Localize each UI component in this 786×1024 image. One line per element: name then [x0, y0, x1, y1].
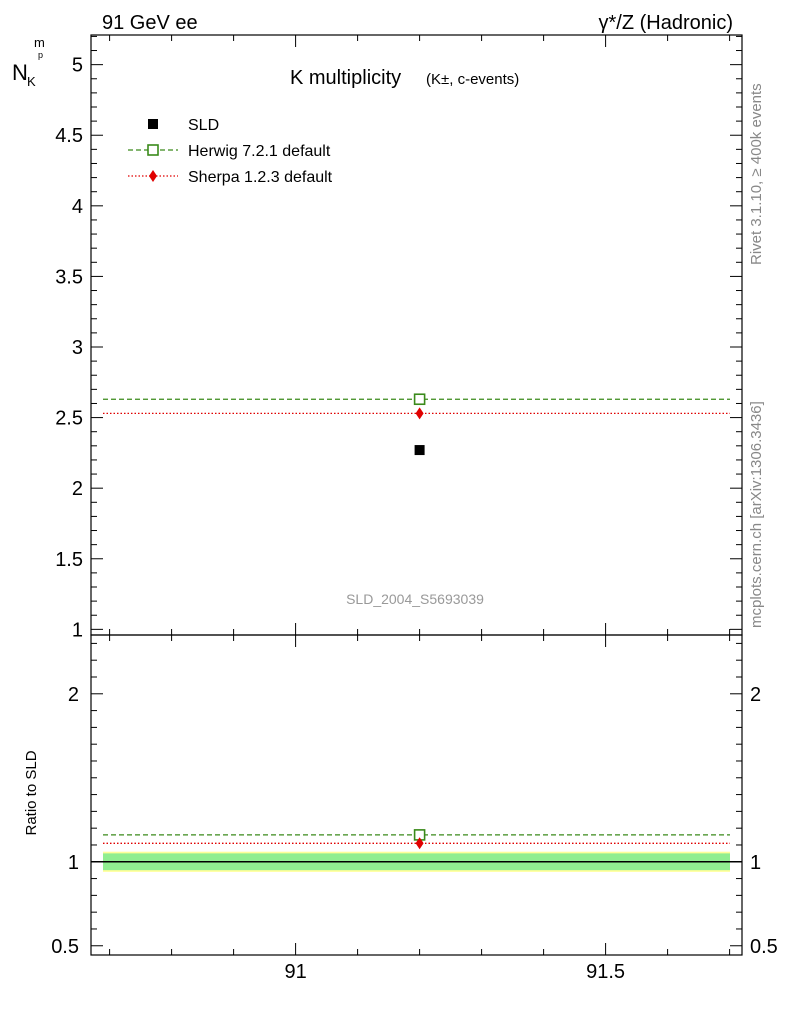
legend-marker [148, 119, 158, 129]
x-tick-label: 91 [284, 961, 306, 983]
legend: SLD Herwig 7.2.1 default Sherpa 1.2.3 defa… [128, 117, 333, 186]
legend-label: Sherpa 1.2.3 default [188, 169, 333, 186]
y-tick-label: 1.5 [55, 549, 83, 571]
ratio-uncertainty-band [91, 851, 742, 872]
y-label-sup: p [38, 50, 43, 60]
header-right: γ*/Z (Hadronic) [599, 12, 733, 34]
legend-label: SLD [188, 117, 219, 134]
y-tick-label: 3 [72, 337, 83, 359]
rivet-version-label: Rivet 3.1.10, ≥ 400k events [748, 83, 765, 265]
header-left: 91 GeV ee [102, 12, 198, 34]
analysis-watermark: SLD_2004_S5693039 [346, 591, 484, 607]
y-tick-label: 1 [72, 619, 83, 641]
y-axis-label: N K p m [12, 35, 45, 89]
ratio-y-tick-labels-right: 0.5 1 2 [750, 684, 778, 958]
ratio-sherpa-point [415, 837, 424, 850]
y-label-sub2: m [34, 35, 45, 50]
legend-marker [147, 144, 159, 156]
main-y-tick-labels: 1 1.5 2 2.5 3 3.5 4 4.5 5 [55, 55, 83, 642]
x-tick-label: 91.5 [586, 961, 625, 983]
x-tick-labels: 91 91.5 [284, 961, 625, 983]
mcplots-label: mcplots.cern.ch [arXiv:1306.3436] [748, 401, 765, 628]
legend-label: Herwig 7.2.1 default [188, 143, 331, 160]
y-tick-label: 4.5 [55, 125, 83, 147]
y-label-sub: K [27, 74, 36, 89]
ratio-y-axis-label: Ratio to SLD [23, 750, 40, 835]
ratio-axis-ticks [91, 635, 742, 955]
y-tick-label: 4 [72, 196, 83, 218]
ratio-y-tick-label: 2 [68, 684, 79, 706]
ratio-y-tick-label-right: 2 [750, 684, 761, 706]
legend-marker [149, 170, 157, 182]
y-label-main: N [12, 60, 28, 85]
herwig-point [413, 393, 426, 406]
ratio-series-group [103, 829, 730, 850]
main-plot-panel: K multiplicity (K±, c-events) N K p m SL… [12, 34, 743, 642]
main-series-group [103, 393, 730, 456]
ratio-y-tick-label: 1 [68, 852, 79, 874]
data-point [414, 445, 425, 456]
ratio-y-tick-label-right: 0.5 [750, 936, 778, 958]
chart-title: K multiplicity [290, 67, 401, 89]
y-tick-label: 3.5 [55, 266, 83, 288]
ratio-frame [90, 634, 743, 956]
y-tick-label: 2.5 [55, 408, 83, 430]
ratio-y-tick-labels: 0.5 1 2 [51, 684, 79, 958]
chart-title-suffix: (K±, c-events) [426, 71, 519, 88]
ratio-y-tick-label: 0.5 [51, 936, 79, 958]
ratio-y-tick-label-right: 1 [750, 852, 761, 874]
y-tick-label: 5 [72, 55, 83, 77]
sherpa-point [415, 407, 424, 420]
main-axis-ticks [91, 35, 742, 635]
ratio-plot-panel: 0.5 1 2 0.5 1 2 91 91.5 Ratio to SLD [23, 634, 778, 983]
y-tick-label: 2 [72, 478, 83, 500]
